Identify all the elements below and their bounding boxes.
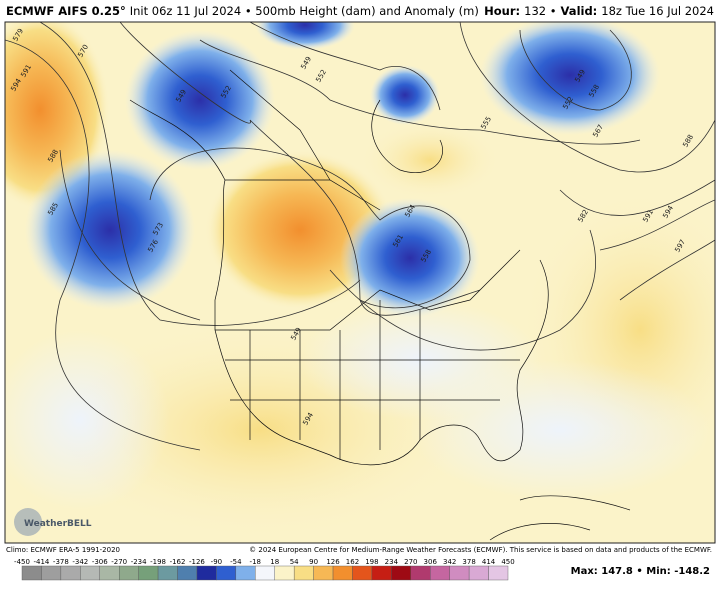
max-min: Max: 147.8 • Min: -148.2 [571,566,710,577]
hour-label: Hour: [484,4,520,18]
colorbar-segment [118,565,139,581]
colorbar-tick-label: 126 [326,558,340,566]
colorbar-tick-label: 90 [309,558,318,566]
colorbar-segment [41,565,62,581]
colorbar-segment [352,565,373,581]
colorbar-tick-label: 54 [290,558,299,566]
colorbar-tick-label: 270 [404,558,417,566]
height-contours [5,22,715,451]
anomaly-low [125,30,275,170]
colorbar-segment [293,565,314,581]
colorbar-segment [60,565,81,581]
colorbar-tick-label: 306 [424,558,438,566]
valid-label: Valid: [561,4,598,18]
colorbar-tick-label: -450 [14,558,30,566]
colorbar-tick-label: -18 [250,558,261,566]
colorbar-tick-label: 378 [462,558,475,566]
colorbar-segment [371,565,392,581]
colorbar-tick-label: -270 [111,558,127,566]
colorbar-tick-label: 342 [443,558,456,566]
header-title: ECMWF AIFS 0.25° Init 06z 11 Jul 2024 • 5… [6,4,479,18]
colorbar-tick-label: -378 [53,558,69,566]
colorbar-tick-label: -234 [131,558,147,566]
copyright: © 2024 European Centre for Medium-Range … [249,546,712,554]
anomaly-high [360,120,500,200]
header-title-rest: Init 06z 11 Jul 2024 • 500mb Height (dam… [130,4,479,18]
colorbar-segment [410,565,431,581]
logo-mark [14,508,42,536]
colorbar-tick-label: 234 [385,558,399,566]
colorbar-segment [177,565,198,581]
colorbar-tick-label: -198 [150,558,166,566]
colorbar-segment [138,565,159,581]
colorbar-segment [391,565,411,581]
anomaly-low [340,198,480,318]
colorbar-segment [313,565,334,581]
boundaries [129,69,631,541]
valid-value: 18z Tue 16 Jul 2024 [601,4,714,18]
colorbar-tick-label: 18 [270,558,279,566]
colorbar-segment [157,565,178,581]
colorbar-segment [332,565,353,581]
colorbar-tick-label: -162 [170,558,186,566]
colorbar-tick-label: -342 [72,558,88,566]
colorbar-tick-label: -90 [211,558,222,566]
colorbar-tick-label: 450 [501,558,514,566]
logo: WeatherBELL [14,508,92,536]
colorbar-tick-label: 162 [346,558,359,566]
anomaly-low [25,150,195,310]
colorbar-segment [196,565,217,581]
climo-note: Climo: ECMWF ERA-5 1991-2020 [6,546,120,554]
colorbar-segment [99,565,120,581]
anomaly-neutral [5,330,170,510]
colorbar-tick-label: -414 [33,558,49,566]
header-title-bold: ECMWF AIFS 0.25° [6,4,126,18]
logo-text: WeatherBELL [24,519,92,529]
colorbar-segment [80,565,100,581]
colorbar-segment [430,565,450,581]
header-valid: Hour: 132 • Valid: 18z Tue 16 Jul 2024 [484,4,714,18]
anomaly-low [480,22,660,135]
anomaly-low [255,22,355,50]
colorbar-tick-label: -306 [92,558,108,566]
colorbar-segment [21,565,42,581]
colorbar-segment [468,565,489,581]
colorbar-tick-label: 414 [482,558,496,566]
colorbar-segment [235,565,256,581]
colorbar-segment [274,565,295,581]
colorbar-segment [449,565,470,581]
colorbar: -450 -414 -378 -342 -306 -270 -234 -198 -162 -126… [14,558,515,581]
colorbar-tick-label: -126 [189,558,205,566]
colorbar-tick-label: 198 [365,558,378,566]
colorbar-tick-label: -54 [230,558,242,566]
colorbar-segment [255,565,275,581]
anomaly-low [370,65,440,125]
map-frame [4,21,716,544]
colorbar-segment [216,565,237,581]
hour-value: 132 • [524,4,556,18]
colorbar-segment [488,565,509,581]
